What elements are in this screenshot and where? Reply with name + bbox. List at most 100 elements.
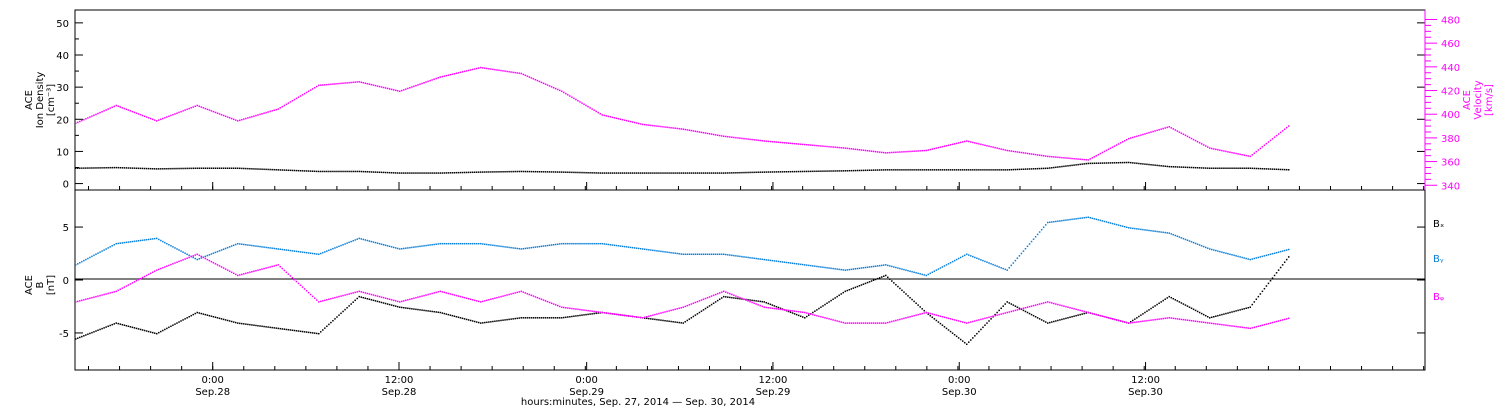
data-point [1103,150,1106,153]
data-point [534,170,537,173]
data-point [415,172,417,174]
data-point [1285,249,1288,251]
data-point [1198,311,1201,314]
data-point [423,82,425,84]
data-point [1022,152,1025,154]
data-point [1221,313,1223,316]
data-point [449,293,452,295]
data-point [929,312,932,315]
data-point [465,242,468,245]
data-point [117,105,120,108]
data-point [251,168,253,170]
data-point [372,294,375,296]
data-point [1069,157,1071,160]
data-point [1283,128,1286,130]
data-point [1229,325,1231,327]
data-point [184,258,186,260]
data-point [320,84,322,86]
velocity-label-line2: Velocity [1473,80,1484,119]
data-point [607,115,610,118]
data-point [135,112,138,114]
data-point [532,170,535,173]
data-point [374,171,377,173]
data-point [603,312,606,314]
data-point [625,172,628,174]
data-point [313,253,316,255]
data-point [151,271,154,274]
data-point [704,132,707,134]
data-point [1057,303,1059,306]
data-point [832,146,834,148]
data-point [763,171,765,173]
data-point [514,317,516,320]
data-point [147,330,150,333]
data-point [538,171,541,173]
data-point [1026,306,1029,308]
data-point [1255,326,1258,328]
data-point [1213,148,1215,150]
data-point [870,265,873,268]
data-point [113,323,115,325]
data-point [158,331,160,334]
data-point [1233,310,1235,313]
data-point [755,257,757,260]
data-point [83,335,85,337]
data-point [1204,145,1207,147]
data-point [287,249,290,252]
data-point [1196,167,1199,169]
data-point [437,243,439,245]
data-point [522,170,525,173]
data-point [289,329,292,331]
data-point [660,312,662,314]
data-point [356,291,358,293]
data-point [492,298,494,300]
data-point [1233,325,1235,328]
data-point [336,316,338,318]
data-point [797,170,800,173]
data-point [368,83,371,85]
data-point [712,253,715,256]
data-point [743,171,745,174]
data-point [338,295,340,298]
data-point [1194,309,1197,312]
data-point [1040,167,1043,170]
legend-by: Bᵧ [1433,254,1444,265]
data-point [1249,306,1251,308]
data-point [1024,247,1027,250]
data-point [1065,317,1067,320]
data-point [921,308,923,310]
data-point [818,265,820,268]
data-point [925,149,927,152]
data-point [712,302,715,304]
data-point [75,301,77,303]
data-point [174,113,176,115]
data-point [1117,319,1120,322]
data-point [1206,146,1209,148]
data-point [401,300,403,303]
data-point [1265,254,1268,257]
data-point [998,266,1000,268]
data-point [678,172,680,174]
data-point [727,292,729,294]
data-point [648,124,650,126]
data-point [840,293,842,295]
data-point [1142,133,1144,136]
data-point [907,150,909,153]
data-point [866,322,869,324]
data-point [147,117,150,119]
data-point [1026,152,1029,155]
data-point [332,247,334,250]
data-point [567,316,569,318]
data-point [336,246,338,248]
data-point [87,333,89,335]
data-point [263,112,265,114]
data-point [1158,231,1160,233]
data-point [115,290,117,293]
data-point [621,245,624,248]
data-point [980,169,982,171]
data-point [725,253,727,256]
data-point [473,242,476,245]
data-point [1152,130,1154,133]
data-point [1227,151,1229,153]
data-point [127,241,130,243]
